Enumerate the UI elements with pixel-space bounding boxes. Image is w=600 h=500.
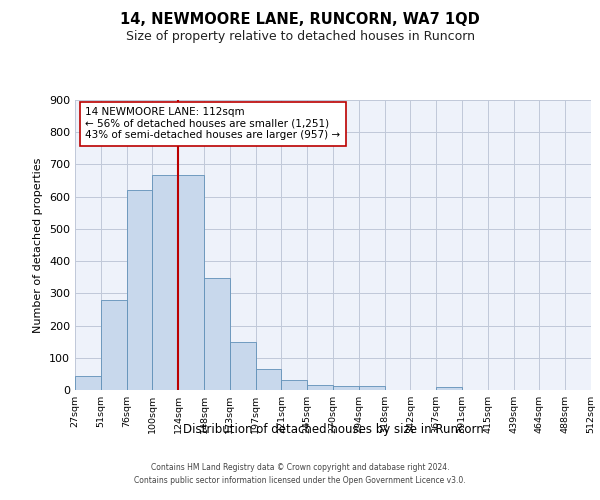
Bar <box>256 369 281 390</box>
Text: 14 NEWMOORE LANE: 112sqm
← 56% of detached houses are smaller (1,251)
43% of sem: 14 NEWMOORE LANE: 112sqm ← 56% of detach… <box>85 108 340 140</box>
Y-axis label: Number of detached properties: Number of detached properties <box>34 158 43 332</box>
Bar <box>178 175 204 390</box>
Text: 14, NEWMOORE LANE, RUNCORN, WA7 1QD: 14, NEWMOORE LANE, RUNCORN, WA7 1QD <box>120 12 480 28</box>
Bar <box>101 300 127 390</box>
Bar <box>359 386 385 390</box>
Text: Size of property relative to detached houses in Runcorn: Size of property relative to detached ho… <box>125 30 475 43</box>
Text: Contains public sector information licensed under the Open Government Licence v3: Contains public sector information licen… <box>134 476 466 485</box>
Bar <box>152 175 178 390</box>
Text: Distribution of detached houses by size in Runcorn: Distribution of detached houses by size … <box>182 422 484 436</box>
Bar <box>436 387 462 390</box>
Bar <box>127 190 152 390</box>
Bar <box>75 376 101 390</box>
Bar <box>230 342 256 390</box>
Bar <box>281 380 307 390</box>
Bar <box>307 385 333 390</box>
Bar <box>204 278 230 390</box>
Text: Contains HM Land Registry data © Crown copyright and database right 2024.: Contains HM Land Registry data © Crown c… <box>151 464 449 472</box>
Bar <box>333 386 359 390</box>
